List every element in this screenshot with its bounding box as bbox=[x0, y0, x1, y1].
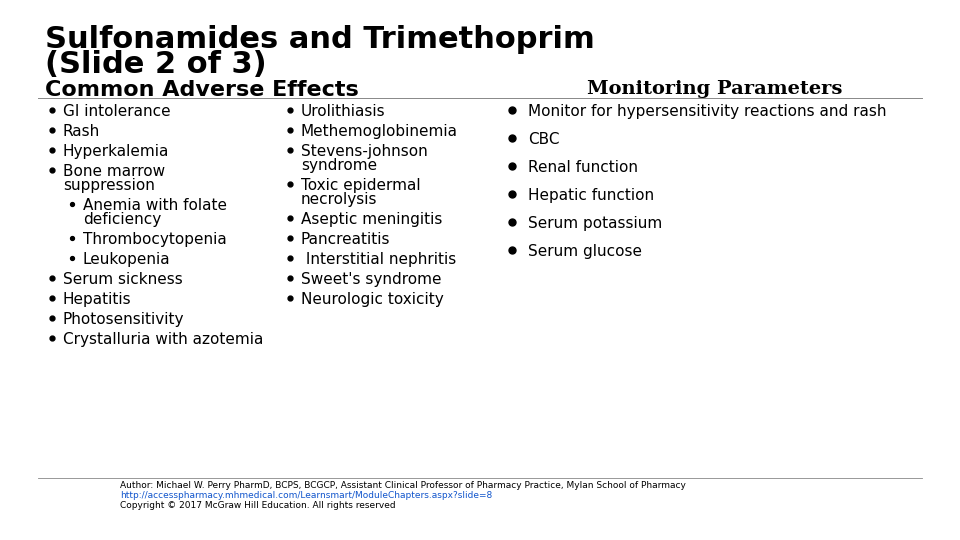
Text: Neurologic toxicity: Neurologic toxicity bbox=[301, 292, 444, 307]
Text: Crystalluria with azotemia: Crystalluria with azotemia bbox=[63, 332, 263, 347]
Text: Leukopenia: Leukopenia bbox=[83, 252, 171, 267]
Text: GI intolerance: GI intolerance bbox=[63, 104, 171, 119]
Text: Serum potassium: Serum potassium bbox=[528, 216, 662, 231]
Text: deficiency: deficiency bbox=[83, 212, 161, 227]
Text: Common Adverse Effects: Common Adverse Effects bbox=[45, 80, 359, 100]
Text: necrolysis: necrolysis bbox=[301, 192, 377, 207]
Text: Bone marrow: Bone marrow bbox=[63, 164, 165, 179]
Text: Hyperkalemia: Hyperkalemia bbox=[63, 144, 169, 159]
Text: Aseptic meningitis: Aseptic meningitis bbox=[301, 212, 443, 227]
Text: Hepatic function: Hepatic function bbox=[528, 188, 654, 203]
Text: Serum sickness: Serum sickness bbox=[63, 272, 182, 287]
Text: Monitoring Parameters: Monitoring Parameters bbox=[588, 80, 843, 98]
Text: Renal function: Renal function bbox=[528, 160, 638, 175]
Text: Monitor for hypersensitivity reactions and rash: Monitor for hypersensitivity reactions a… bbox=[528, 104, 886, 119]
Text: Pancreatitis: Pancreatitis bbox=[301, 232, 391, 247]
Text: Serum glucose: Serum glucose bbox=[528, 244, 642, 259]
Text: Methemoglobinemia: Methemoglobinemia bbox=[301, 124, 458, 139]
Text: Copyright © 2017 McGraw Hill Education. All rights reserved: Copyright © 2017 McGraw Hill Education. … bbox=[120, 501, 396, 510]
Text: Sweet's syndrome: Sweet's syndrome bbox=[301, 272, 442, 287]
Text: suppression: suppression bbox=[63, 178, 155, 193]
Text: Urolithiasis: Urolithiasis bbox=[301, 104, 386, 119]
Text: Stevens-johnson: Stevens-johnson bbox=[301, 144, 428, 159]
Text: Hepatitis: Hepatitis bbox=[63, 292, 132, 307]
Text: Rash: Rash bbox=[63, 124, 100, 139]
Text: Thrombocytopenia: Thrombocytopenia bbox=[83, 232, 227, 247]
Text: http://accesspharmacy.mhmedical.com/Learnsmart/ModuleChapters.aspx?slide=8: http://accesspharmacy.mhmedical.com/Lear… bbox=[120, 491, 492, 500]
Text: Toxic epidermal: Toxic epidermal bbox=[301, 178, 420, 193]
Text: (Slide 2 of 3): (Slide 2 of 3) bbox=[45, 50, 267, 79]
Text: Sulfonamides and Trimethoprim: Sulfonamides and Trimethoprim bbox=[45, 25, 595, 54]
Text: Interstitial nephritis: Interstitial nephritis bbox=[301, 252, 456, 267]
Text: Photosensitivity: Photosensitivity bbox=[63, 312, 184, 327]
Text: CBC: CBC bbox=[528, 132, 560, 147]
Text: syndrome: syndrome bbox=[301, 158, 377, 173]
Text: Author: Michael W. Perry PharmD, BCPS, BCGCP, Assistant Clinical Professor of Ph: Author: Michael W. Perry PharmD, BCPS, B… bbox=[120, 481, 685, 490]
Text: Anemia with folate: Anemia with folate bbox=[83, 198, 227, 213]
